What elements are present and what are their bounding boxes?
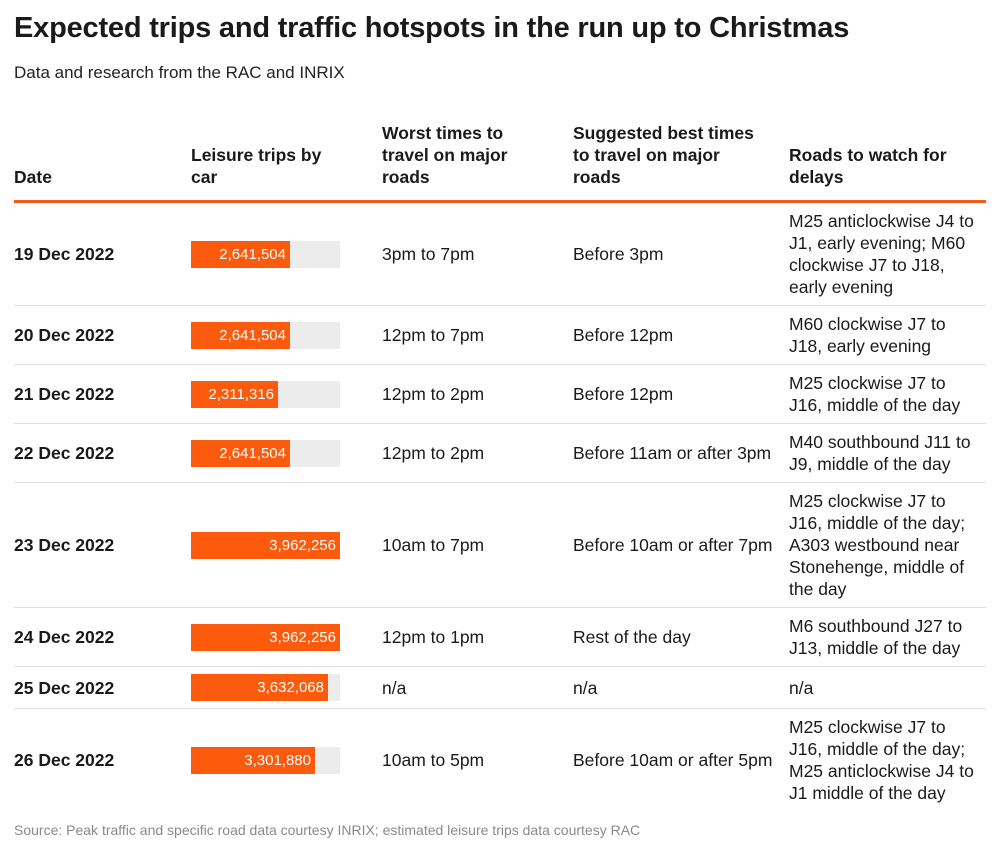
worst-times-cell: 12pm to 7pm	[382, 305, 573, 365]
trips-bar-track: 2,641,504	[191, 439, 340, 467]
roads-cell: M6 southbound J27 to J13, middle of the …	[789, 607, 986, 667]
date-cell: 19 Dec 2022	[14, 201, 191, 306]
table-row: 26 Dec 2022 3,301,880 10am to 5pm Before 10…	[14, 709, 986, 812]
trips-bar: 3,962,256	[191, 531, 340, 559]
column-header-best-times: Suggested best times to travel on major …	[573, 120, 789, 203]
trips-bar-label: 3,962,256	[269, 536, 336, 554]
roads-cell: M25 clockwise J7 to J16, middle of the d…	[789, 364, 986, 424]
table-row: 24 Dec 2022 3,962,256 12pm to 1pm Rest of t…	[14, 607, 986, 667]
roads-cell: n/a	[789, 666, 986, 709]
date-cell: 26 Dec 2022	[14, 750, 115, 770]
trips-cell: 3,962,256	[191, 607, 382, 667]
trips-bar: 2,641,504	[191, 321, 290, 349]
table-row: 22 Dec 2022 2,641,504 12pm to 2pm Before 11…	[14, 423, 986, 483]
trips-bar-track: 3,962,256	[191, 531, 340, 559]
table-body: 19 Dec 2022 2,641,504 3pm to 7pm Before 3pm…	[14, 201, 986, 812]
roads-cell: M60 clockwise J7 to J18, early evening	[789, 305, 986, 365]
best-times-cell: Before 10am or after 5pm	[573, 750, 773, 770]
trips-cell: 3,962,256	[191, 482, 382, 608]
worst-times-cell: 10am to 5pm	[382, 750, 485, 770]
source-note: Source: Peak traffic and specific road d…	[14, 822, 641, 838]
trips-bar-label: 2,641,504	[219, 245, 286, 263]
best-times-cell: Before 10am or after 7pm	[573, 482, 789, 608]
table-row: 23 Dec 2022 3,962,256 10am to 7pm Before 10…	[14, 482, 986, 608]
roads-cell: M25 anticlockwise J4 to J1, early evenin…	[789, 201, 986, 306]
date-cell: 23 Dec 2022	[14, 482, 191, 608]
trips-bar-label: 2,641,504	[219, 326, 286, 344]
trips-bar-label: 3,632,068	[257, 679, 324, 696]
table-row: 25 Dec 2022 3,632,068 n/a n/a n/a	[14, 666, 986, 709]
worst-times-cell: 12pm to 2pm	[382, 423, 573, 483]
roads-cell: M25 clockwise J7 to J16, middle of the d…	[789, 717, 974, 803]
column-header-date: Date	[14, 120, 191, 203]
table-row: 21 Dec 2022 2,311,316 12pm to 2pm Before 12…	[14, 364, 986, 424]
trips-cell: 2,311,316	[191, 364, 382, 424]
best-times-cell: n/a	[573, 666, 789, 709]
trips-bar-track: 2,311,316	[191, 380, 340, 408]
date-cell: 21 Dec 2022	[14, 364, 191, 424]
trips-bar-track: 3,632,068	[191, 674, 340, 701]
chart-subtitle: Data and research from the RAC and INRIX	[14, 63, 345, 82]
trips-bar-label: 3,962,256	[269, 628, 336, 646]
best-times-cell: Rest of the day	[573, 607, 789, 667]
worst-times-cell: 3pm to 7pm	[382, 201, 573, 306]
trips-cell: 3,632,068	[191, 666, 382, 709]
trips-bar: 2,311,316	[191, 380, 278, 408]
trips-bar: 2,641,504	[191, 439, 290, 467]
date-cell: 20 Dec 2022	[14, 305, 191, 365]
table-row: 19 Dec 2022 2,641,504 3pm to 7pm Before 3pm…	[14, 201, 986, 306]
worst-times-cell: 12pm to 1pm	[382, 607, 573, 667]
best-times-cell: Before 11am or after 3pm	[573, 423, 789, 483]
date-cell: 22 Dec 2022	[14, 423, 191, 483]
trips-bar-label: 3,301,880	[244, 751, 311, 769]
trips-bar-track: 2,641,504	[191, 240, 340, 268]
best-times-cell: Before 3pm	[573, 201, 789, 306]
table-header-row: Date Leisure trips by car Worst times to…	[14, 120, 986, 203]
worst-times-cell: 12pm to 2pm	[382, 364, 573, 424]
date-cell: 25 Dec 2022	[14, 666, 191, 709]
trips-bar-track: 2,641,504	[191, 321, 340, 349]
trips-cell: 2,641,504	[191, 305, 382, 365]
date-cell: 24 Dec 2022	[14, 607, 191, 667]
column-header-worst-times: Worst times to travel on major roads	[382, 120, 573, 203]
trips-bar: 3,962,256	[191, 623, 340, 651]
trips-bar-track: 3,301,880	[191, 746, 340, 774]
worst-times-cell: n/a	[382, 666, 573, 709]
trips-cell: 3,301,880	[191, 709, 382, 812]
column-header-trips: Leisure trips by car	[191, 120, 382, 203]
column-header-roads: Roads to watch for delays	[789, 120, 986, 203]
trips-bar-track: 3,962,256	[191, 623, 340, 651]
trips-bar: 3,301,880	[191, 746, 315, 774]
trips-bar-label: 2,311,316	[208, 385, 274, 403]
trips-bar: 3,632,068	[191, 674, 328, 701]
roads-cell: M25 clockwise J7 to J16, middle of the d…	[789, 482, 986, 608]
table-row: 20 Dec 2022 2,641,504 12pm to 7pm Before 12…	[14, 305, 986, 365]
best-times-cell: Before 12pm	[573, 364, 789, 424]
best-times-cell: Before 12pm	[573, 305, 789, 365]
trips-cell: 2,641,504	[191, 423, 382, 483]
chart-title: Expected trips and traffic hotspots in t…	[14, 12, 850, 44]
trips-cell: 2,641,504	[191, 201, 382, 306]
trips-bar-label: 2,641,504	[219, 444, 286, 462]
roads-cell: M40 southbound J11 to J9, middle of the …	[789, 423, 986, 483]
trips-bar: 2,641,504	[191, 240, 290, 268]
worst-times-cell: 10am to 7pm	[382, 482, 573, 608]
trips-table: Date Leisure trips by car Worst times to…	[14, 120, 986, 811]
